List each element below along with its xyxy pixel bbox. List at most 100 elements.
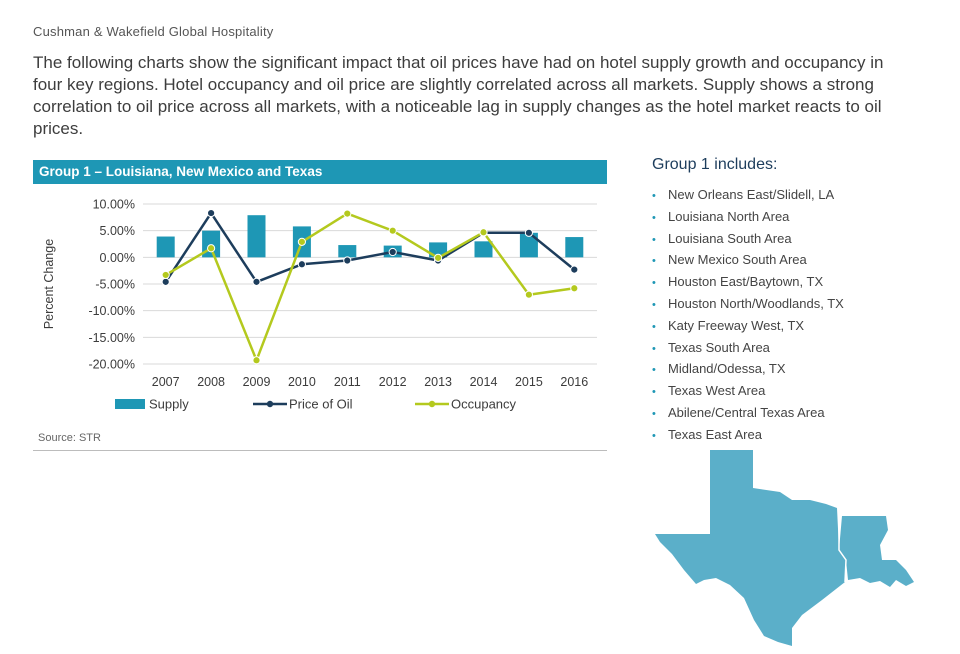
x-tick-label: 2011 bbox=[334, 375, 361, 389]
group-list-item: • Louisiana South Area bbox=[652, 228, 844, 250]
series-points bbox=[161, 208, 579, 365]
occupancy-point bbox=[343, 209, 352, 218]
group-list-item-label: Midland/Odessa, TX bbox=[668, 361, 786, 377]
occupancy-point bbox=[434, 253, 443, 262]
intro-paragraph: The following charts show the significan… bbox=[33, 53, 884, 138]
group-list-item-label: New Mexico South Area bbox=[668, 252, 807, 268]
group-list-item-label: Katy Freeway West, TX bbox=[668, 317, 805, 333]
x-tick-label: 2008 bbox=[197, 375, 225, 389]
price-of-oil-legend-label: Price of Oil bbox=[289, 397, 353, 412]
bullet-icon: • bbox=[652, 211, 656, 224]
bullet-icon: • bbox=[652, 407, 656, 420]
y-axis-label: Percent Change bbox=[42, 239, 56, 329]
combo-chart: 10.00% 5.00% 0.00% -5.00% -10.00% -15.00% -20.… bbox=[42, 198, 597, 412]
source-note: Source: STR bbox=[38, 432, 101, 444]
group-list-item: • Texas South Area bbox=[652, 337, 844, 359]
bullet-icon: • bbox=[652, 364, 656, 377]
group-list-item-label: Texas East Area bbox=[668, 426, 762, 442]
price-of-oil-point bbox=[524, 228, 533, 237]
supply-bar bbox=[247, 215, 266, 258]
group-list-item: • Midland/Odessa, TX bbox=[652, 358, 844, 380]
group-list-item: • Louisiana North Area bbox=[652, 206, 844, 228]
occupancy-point bbox=[524, 290, 533, 299]
x-tick-label: 2007 bbox=[152, 375, 180, 389]
bullet-icon: • bbox=[652, 298, 656, 311]
occupancy-point bbox=[297, 237, 306, 246]
bullet-icon: • bbox=[652, 190, 656, 202]
price-of-oil-point bbox=[207, 208, 216, 218]
bullet-icon: • bbox=[652, 277, 656, 290]
group-list-item: • Katy Freeway West, TX bbox=[652, 315, 844, 337]
occupancy-point bbox=[388, 226, 397, 235]
x-tick-label: 2009 bbox=[243, 375, 271, 389]
supply-bars bbox=[156, 215, 584, 258]
supply-legend-label: Supply bbox=[149, 397, 189, 412]
x-tick-label: 2015 bbox=[515, 375, 543, 389]
occupancy-line bbox=[165, 212, 575, 362]
y-tick-labels: 10.00% 5.00% 0.00% -5.00% -10.00% -15.00% -20.… bbox=[88, 198, 135, 372]
price-of-oil-point bbox=[297, 260, 306, 269]
y-tick-label: -10.00% bbox=[88, 304, 135, 318]
supply-bar bbox=[429, 242, 448, 258]
group-list-item-label: Houston North/Woodlands, TX bbox=[668, 295, 844, 311]
bullet-icon: • bbox=[652, 429, 656, 442]
price-of-oil-line bbox=[164, 211, 576, 284]
occupancy-point bbox=[252, 356, 261, 365]
occupancy-legend-marker bbox=[428, 400, 436, 408]
price-of-oil-point bbox=[570, 265, 579, 274]
price-of-oil-point bbox=[252, 277, 261, 286]
bullet-icon: • bbox=[652, 320, 656, 333]
price-of-oil-point bbox=[161, 277, 170, 286]
series-lines bbox=[164, 211, 576, 362]
price-of-oil-point bbox=[343, 256, 352, 265]
supply-bar bbox=[565, 237, 584, 258]
group-list-item: • New Mexico South Area bbox=[652, 249, 844, 271]
x-tick-label: 2013 bbox=[424, 375, 452, 389]
x-tick-label: 2012 bbox=[379, 375, 407, 389]
supply-bar bbox=[338, 245, 357, 258]
group-list-item-label: Texas West Area bbox=[668, 383, 766, 399]
occupancy-point bbox=[207, 244, 216, 253]
supply-bar bbox=[156, 236, 175, 258]
group-list-item: • Texas East Area bbox=[652, 424, 844, 446]
y-tick-label: -20.00% bbox=[88, 358, 135, 372]
occupancy-point bbox=[479, 228, 488, 237]
price-of-oil-point bbox=[388, 247, 397, 257]
group-list-item: • Houston East/Baytown, TX bbox=[652, 271, 844, 293]
supply-bar bbox=[474, 241, 493, 258]
price-of-oil-legend-marker bbox=[266, 400, 274, 408]
group-list-item-label: Houston East/Baytown, TX bbox=[668, 274, 824, 290]
y-tick-label: 0.00% bbox=[100, 251, 135, 265]
group-list-item: • Abilene/Central Texas Area bbox=[652, 402, 844, 424]
x-tick-label: 2014 bbox=[470, 375, 498, 389]
group-list-item: • Texas West Area bbox=[652, 380, 844, 402]
supply-bar bbox=[519, 232, 538, 258]
bullet-icon: • bbox=[652, 342, 656, 355]
occupancy-point bbox=[161, 270, 170, 280]
occupancy-point bbox=[570, 284, 579, 293]
louisiana-shape bbox=[839, 516, 914, 587]
bullet-icon: • bbox=[652, 255, 656, 268]
panel-divider bbox=[33, 450, 607, 451]
group-region-list: • New Orleans East/Slidell, LA • Louisiana … bbox=[652, 184, 844, 446]
group-list-item: • New Orleans East/Slidell, LA bbox=[652, 184, 844, 206]
group-list-item-label: Texas South Area bbox=[668, 339, 770, 355]
texas-louisiana-map-icon bbox=[655, 450, 914, 646]
bullet-icon: • bbox=[652, 233, 656, 246]
y-tick-label: -15.00% bbox=[88, 331, 135, 345]
group-list-item-label: New Orleans East/Slidell, LA bbox=[668, 187, 835, 202]
group-list-item-label: Louisiana North Area bbox=[668, 208, 790, 224]
chart-panel-title: Group 1 – Louisiana, New Mexico and Texa… bbox=[33, 160, 607, 184]
group-list-item-label: Abilene/Central Texas Area bbox=[668, 404, 825, 420]
group-list-item-label: Louisiana South Area bbox=[668, 230, 792, 246]
chart-legend: Supply Price of Oil Occupancy bbox=[115, 397, 517, 412]
group-list-item: • Houston North/Woodlands, TX bbox=[652, 293, 844, 315]
state-border-line bbox=[838, 508, 847, 583]
y-tick-label: 10.00% bbox=[93, 198, 135, 212]
grid-lines bbox=[143, 203, 597, 365]
group-list-title: Group 1 includes: bbox=[652, 156, 778, 173]
y-tick-label: -5.00% bbox=[95, 278, 135, 292]
y-tick-label: 5.00% bbox=[100, 224, 135, 238]
occupancy-legend-label: Occupancy bbox=[451, 397, 517, 412]
x-tick-label: 2016 bbox=[560, 375, 588, 389]
